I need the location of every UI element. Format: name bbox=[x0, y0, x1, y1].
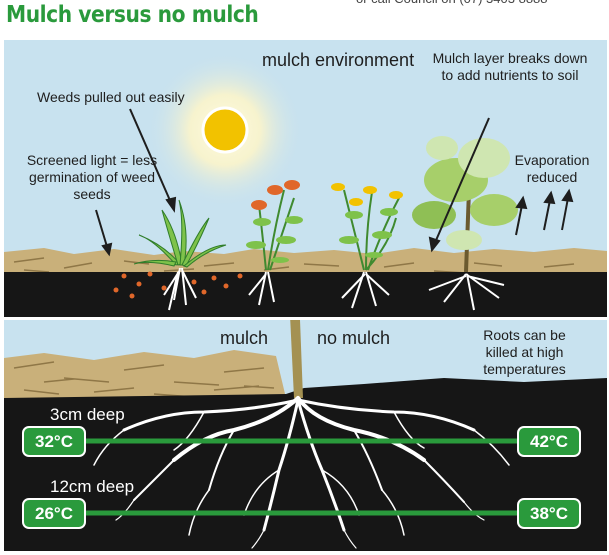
depth-label-12cm: 12cm deep bbox=[50, 477, 135, 496]
sun-icon bbox=[147, 52, 303, 208]
weed-plant bbox=[133, 199, 227, 268]
plant-trunk bbox=[290, 320, 303, 398]
weeds-label: Weeds pulled out easily bbox=[37, 89, 185, 105]
mulch-layer bbox=[4, 248, 607, 275]
cropped-header-text: or call Council on (07) 3403 8888 bbox=[356, 0, 548, 6]
evaporation-arrows bbox=[515, 188, 574, 236]
page-title: Mulch versus no mulch bbox=[6, 2, 259, 28]
soil-temperature-panel: mulch no mulch Roots can be killed at hi… bbox=[4, 320, 607, 551]
no-mulch-label: no mulch bbox=[317, 328, 391, 348]
evaporation-label: Evaporation reduced bbox=[514, 152, 590, 185]
mulch-environment-panel: mulch environment Weeds pulled out easil… bbox=[4, 40, 607, 317]
screened-light-label: Screened light = less germination of wee… bbox=[26, 152, 158, 202]
mulch-temp-badge-3cm: 32°C bbox=[22, 426, 86, 457]
weed-roots bbox=[163, 267, 197, 311]
roots-killed-label: Roots can be killed at high temperatures bbox=[483, 327, 566, 377]
mulch-environment-heading: mulch environment bbox=[262, 50, 415, 70]
soil bbox=[4, 272, 607, 317]
shrub-plant bbox=[412, 136, 518, 311]
soil-temperature-illustration bbox=[4, 320, 607, 551]
mulch-temp-badge-12cm: 26°C bbox=[22, 498, 86, 529]
no-mulch-temp-badge-3cm: 42°C bbox=[517, 426, 581, 457]
depth-label-3cm: 3cm deep bbox=[50, 405, 125, 424]
mulch-label: mulch bbox=[220, 328, 269, 348]
orange-flower-plant bbox=[246, 180, 303, 306]
soil-body bbox=[4, 378, 607, 551]
no-mulch-temp-badge-12cm: 38°C bbox=[517, 498, 581, 529]
yellow-flower-plant bbox=[331, 183, 403, 309]
mulch-layer-label: Mulch layer breaks down to add nutrients… bbox=[432, 50, 588, 83]
weed-seeds bbox=[113, 271, 243, 299]
mulch-environment-illustration bbox=[4, 52, 607, 317]
pointer-arrows bbox=[95, 108, 490, 257]
